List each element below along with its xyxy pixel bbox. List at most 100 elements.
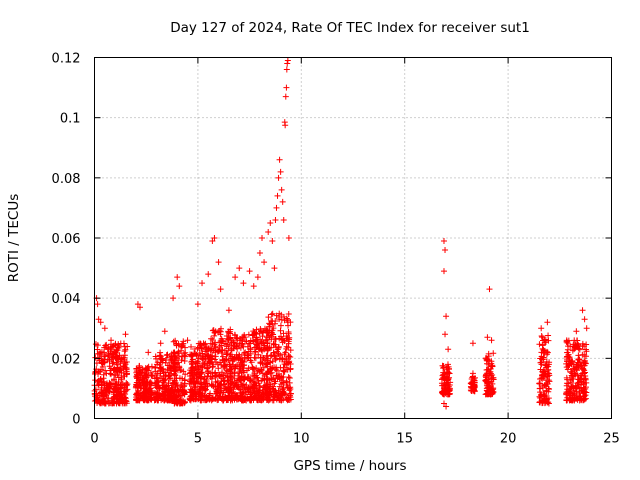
data-point	[259, 333, 266, 340]
data-point	[579, 307, 586, 314]
data-point	[103, 385, 110, 392]
data-point	[443, 403, 450, 410]
data-point	[171, 357, 178, 364]
data-point	[238, 381, 245, 388]
data-point	[572, 382, 579, 389]
data-point	[445, 381, 452, 388]
data-point	[237, 337, 244, 344]
data-point	[194, 301, 201, 308]
data-point	[250, 328, 257, 335]
data-point	[277, 352, 284, 359]
data-point	[109, 343, 116, 350]
data-point	[566, 386, 573, 393]
data-point	[207, 373, 214, 380]
data-point	[440, 363, 447, 370]
data-point	[163, 386, 170, 393]
data-point	[249, 332, 256, 339]
data-point	[545, 332, 552, 339]
data-point	[153, 361, 160, 368]
data-point	[120, 400, 127, 407]
data-point	[204, 372, 211, 379]
data-point	[233, 354, 240, 361]
data-point	[568, 359, 575, 366]
data-point	[244, 373, 251, 380]
data-point	[220, 378, 227, 385]
data-point	[182, 398, 189, 405]
data-point	[243, 388, 250, 395]
data-point	[122, 394, 129, 401]
data-point	[229, 337, 236, 344]
data-point	[490, 374, 497, 381]
data-point	[274, 375, 281, 382]
data-point	[115, 374, 122, 381]
data-point	[197, 387, 204, 394]
data-point	[239, 358, 246, 365]
data-point	[117, 385, 124, 392]
data-point	[122, 331, 129, 338]
data-point	[142, 383, 149, 390]
data-point	[277, 327, 284, 334]
data-point	[191, 376, 198, 383]
data-point	[205, 271, 212, 278]
data-point	[582, 384, 589, 391]
data-point	[249, 366, 256, 373]
data-point	[201, 385, 208, 392]
data-point	[173, 342, 180, 349]
data-point	[579, 351, 586, 358]
data-point	[570, 375, 577, 382]
data-point	[136, 304, 143, 311]
y-tick-label: 0.12	[52, 52, 81, 67]
data-point	[282, 349, 289, 356]
data-point	[173, 366, 180, 373]
data-point	[228, 380, 235, 387]
data-point	[147, 382, 154, 389]
data-point	[175, 348, 182, 355]
data-point	[564, 338, 571, 345]
data-point	[270, 325, 277, 332]
x-tick-label: 5	[194, 432, 202, 447]
data-point	[285, 322, 292, 329]
data-point	[132, 384, 139, 391]
data-point	[536, 380, 543, 387]
data-point	[251, 349, 258, 356]
data-point	[278, 186, 285, 193]
data-point	[583, 341, 590, 348]
data-point	[243, 338, 250, 345]
data-point	[285, 396, 292, 403]
data-point	[253, 341, 260, 348]
data-point	[118, 355, 125, 362]
data-point	[199, 356, 206, 363]
data-point	[576, 356, 583, 363]
data-point	[181, 350, 188, 357]
data-point	[145, 349, 152, 356]
data-point	[245, 352, 252, 359]
data-point	[161, 328, 168, 335]
data-point	[174, 400, 181, 407]
data-point	[442, 331, 449, 338]
data-point	[161, 377, 168, 384]
data-point	[208, 382, 215, 389]
data-point	[94, 398, 101, 405]
data-point	[469, 370, 476, 377]
data-point	[174, 274, 181, 281]
data-point	[286, 336, 293, 343]
data-point	[94, 350, 101, 357]
data-point	[114, 364, 121, 371]
data-point	[102, 398, 109, 405]
data-point	[440, 400, 447, 407]
data-point	[223, 341, 230, 348]
data-point	[217, 286, 224, 293]
data-point	[133, 365, 140, 372]
data-point	[279, 198, 286, 205]
data-point	[443, 366, 450, 373]
data-point	[263, 375, 270, 382]
data-point	[170, 349, 177, 356]
data-point	[283, 66, 290, 73]
data-point	[564, 366, 571, 373]
data-point	[209, 363, 216, 370]
data-point	[575, 381, 582, 388]
data-point	[277, 364, 284, 371]
data-point	[177, 367, 184, 374]
data-point	[123, 379, 130, 386]
data-point	[215, 259, 222, 266]
